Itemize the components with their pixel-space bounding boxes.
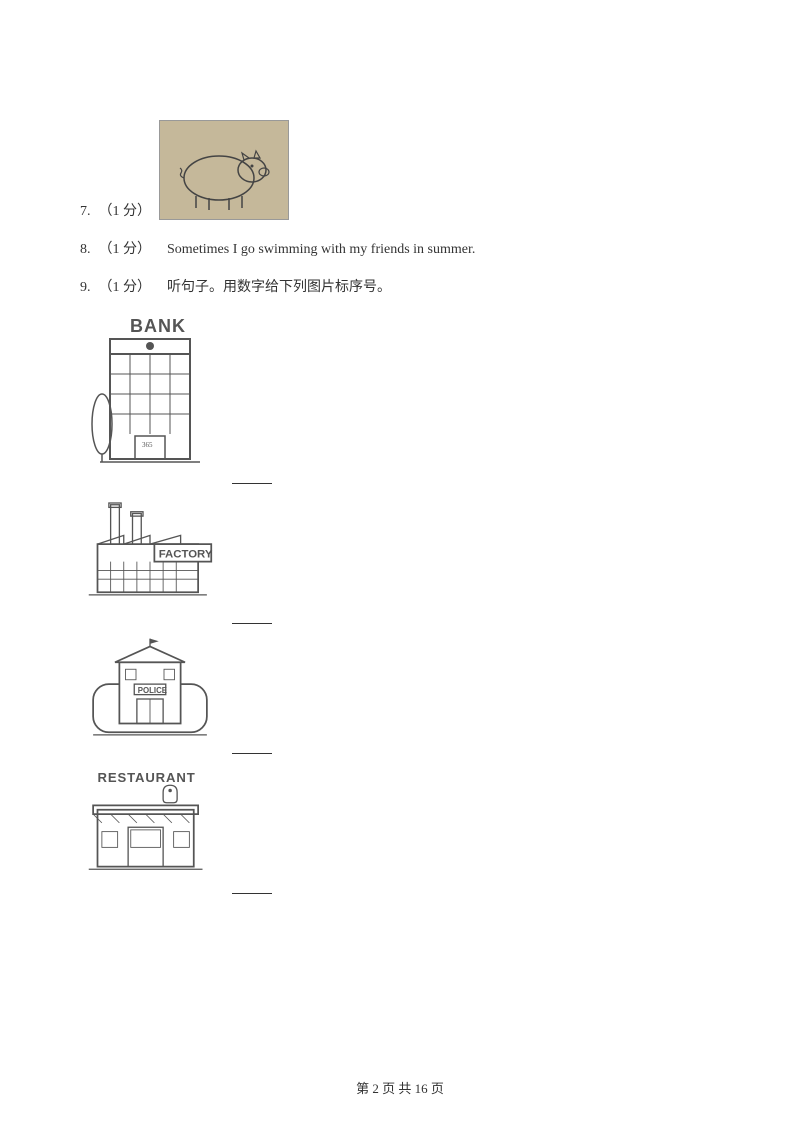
q9-text: 听句子。用数字给下列图片标序号。 <box>167 276 391 296</box>
bank-door-number: 365 <box>142 441 153 449</box>
restaurant-label: RESTAURANT <box>98 770 196 785</box>
footer-text: 第 2 页 共 16 页 <box>356 1081 444 1096</box>
bank-answer-blank[interactable] <box>232 483 272 484</box>
factory-label: FACTORY <box>159 548 213 560</box>
question-8: 8. （1 分） Sometimes I go swimming with my… <box>80 238 720 258</box>
q7-points: （1 分） <box>99 200 152 220</box>
police-label: POLICE <box>138 685 167 694</box>
pig-drawing <box>159 120 289 220</box>
bank-building-item: BANK 365 <box>80 314 720 484</box>
page-footer: 第 2 页 共 16 页 <box>0 1078 800 1097</box>
q8-number: 8. <box>80 242 91 258</box>
restaurant-building-item: RESTAURANT <box>80 766 720 894</box>
factory-svg: FACTORY <box>80 496 220 619</box>
restaurant-answer-blank[interactable] <box>232 893 272 894</box>
police-svg: POLICE <box>80 636 220 750</box>
q8-points: （1 分） <box>99 238 152 258</box>
question-7: 7. （1 分） <box>80 120 720 220</box>
q8-text: Sometimes I go swimming with my friends … <box>167 242 475 258</box>
bank-svg: BANK 365 <box>80 314 220 479</box>
question-9: 9. （1 分） 听句子。用数字给下列图片标序号。 <box>80 276 720 296</box>
factory-building-item: FACTORY <box>80 496 720 624</box>
police-answer-blank[interactable] <box>232 753 272 754</box>
police-building-item: POLICE <box>80 636 720 755</box>
q9-number: 9. <box>80 280 91 296</box>
q7-number: 7. <box>80 204 91 220</box>
q9-points: （1 分） <box>99 276 152 296</box>
restaurant-svg: RESTAURANT <box>80 766 220 889</box>
bank-label: BANK <box>130 316 186 336</box>
pig-svg <box>164 128 284 213</box>
factory-answer-blank[interactable] <box>232 623 272 624</box>
